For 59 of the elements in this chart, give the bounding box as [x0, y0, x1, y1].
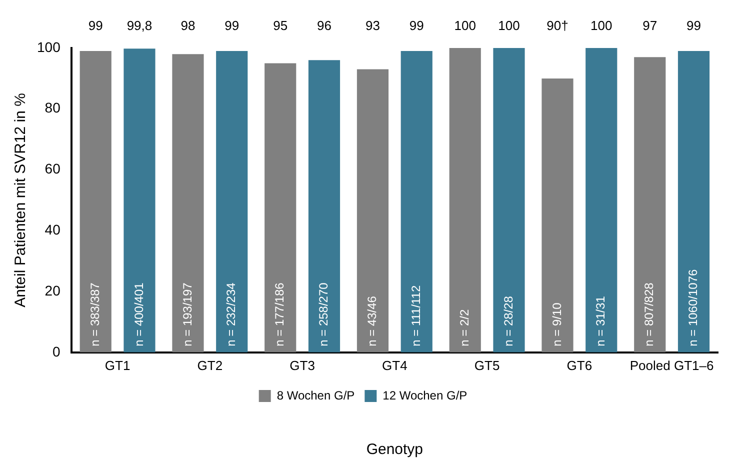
- x-tick-label: GT5: [474, 358, 500, 373]
- data-label: 99,8: [126, 18, 152, 33]
- data-label: 99: [686, 18, 701, 33]
- bar: [264, 63, 296, 352]
- data-label: 99: [224, 18, 240, 33]
- bar: [216, 51, 248, 352]
- annotation: n = 400/401: [132, 282, 146, 346]
- y-tick-label: 80: [44, 100, 61, 116]
- y-axis-title: Anteil Patienten mit SVR12 in %: [12, 93, 30, 308]
- bar: [678, 51, 710, 352]
- annotation: n = 31/31: [594, 296, 608, 346]
- data-label: 93: [366, 18, 380, 33]
- bar: [634, 57, 666, 352]
- bar: [400, 51, 432, 352]
- x-tick-label: GT1: [104, 358, 130, 373]
- y-tick-label: 0: [52, 343, 61, 360]
- data-label: 99: [88, 18, 103, 33]
- annotation: n = 383/387: [88, 282, 102, 346]
- annotation: n = 28/28: [501, 296, 516, 346]
- annotation: n = 807/828: [642, 282, 656, 346]
- y-tick-label: 40: [44, 222, 61, 238]
- annotation: n = 9/10: [550, 302, 564, 346]
- annotation: n = 43/46: [365, 296, 380, 346]
- data-label: 95: [273, 18, 288, 33]
- legend-label: 12 Wochen G/P: [382, 388, 468, 402]
- annotation: n = 111/112: [408, 285, 423, 346]
- data-label: 100: [454, 18, 476, 33]
- data-label: 100: [590, 18, 612, 33]
- data-label: 100: [498, 18, 520, 33]
- x-tick-label: GT4: [382, 358, 408, 373]
- bar: [493, 48, 525, 352]
- bar: [124, 48, 156, 352]
- data-label: 97: [642, 18, 658, 33]
- bar: [356, 69, 389, 352]
- annotation: n = 2/2: [457, 309, 472, 346]
- annotation: n = 177/186: [272, 282, 287, 346]
- bar: [586, 48, 618, 352]
- annotation: n = 193/197: [180, 282, 194, 346]
- bar: [542, 78, 574, 352]
- y-tick-label: 20: [44, 282, 61, 298]
- x-tick-label: GT6: [566, 358, 592, 373]
- x-tick-label: GT3: [290, 358, 315, 373]
- legend-label: 8 Wochen G/P: [276, 388, 355, 402]
- x-tick-label: Pooled GT1–6: [630, 358, 714, 373]
- annotation: n = 232/234: [224, 282, 238, 346]
- data-label: 98: [180, 18, 196, 33]
- y-tick-label: 100: [37, 38, 61, 55]
- bar: [308, 60, 340, 352]
- annotation: n = 258/270: [316, 282, 331, 346]
- x-tick-label: GT2: [197, 358, 223, 373]
- x-axis-title: Genotyp: [366, 441, 424, 458]
- annotation: n = 1060/1076: [686, 269, 700, 346]
- data-label: 99: [409, 18, 424, 33]
- bar: [80, 51, 112, 352]
- bar: [172, 54, 204, 352]
- bar: [449, 48, 481, 352]
- data-label: 96: [317, 18, 332, 33]
- y-tick-label: 60: [44, 160, 61, 177]
- data-label: 90†: [546, 18, 568, 33]
